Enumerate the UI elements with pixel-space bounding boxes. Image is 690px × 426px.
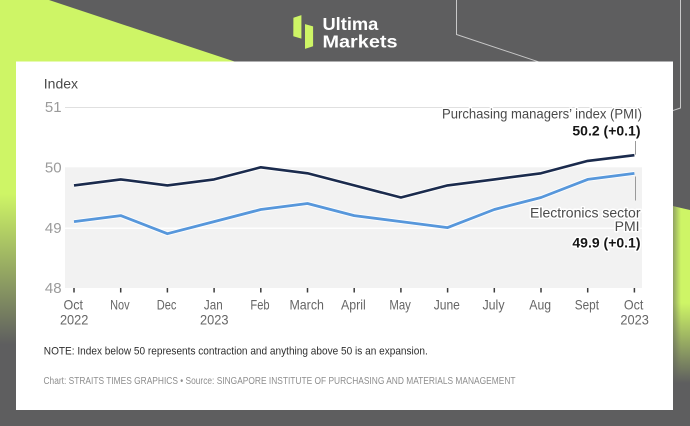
svg-text:2023: 2023 <box>620 312 649 328</box>
svg-text:Sept: Sept <box>575 297 599 313</box>
svg-text:48: 48 <box>45 280 62 297</box>
svg-text:49: 49 <box>45 220 62 237</box>
svg-text:Markets: Markets <box>323 32 398 52</box>
svg-text:2022: 2022 <box>60 312 89 328</box>
svg-text:PMI: PMI <box>615 218 640 234</box>
svg-text:Aug: Aug <box>529 297 551 313</box>
svg-text:Dec: Dec <box>157 297 177 313</box>
svg-text:April: April <box>341 297 366 313</box>
svg-text:50: 50 <box>45 160 62 177</box>
svg-text:Chart: STRAITS TIMES GRAPHICS: Chart: STRAITS TIMES GRAPHICS • Source: … <box>44 376 516 387</box>
svg-text:Nov: Nov <box>110 297 130 313</box>
svg-text:March: March <box>289 297 324 313</box>
svg-text:Electronics sector: Electronics sector <box>530 204 641 220</box>
svg-text:50.2 (+0.1): 50.2 (+0.1) <box>572 122 640 138</box>
svg-text:Purchasing managers’ index (PM: Purchasing managers’ index (PMI) <box>442 106 642 122</box>
svg-text:Index: Index <box>44 75 78 91</box>
svg-text:June: June <box>434 297 460 313</box>
svg-text:51: 51 <box>45 99 62 116</box>
svg-text:NOTE: Index below 50 represent: NOTE: Index below 50 represents contract… <box>44 346 428 358</box>
svg-text:49.9 (+0.1): 49.9 (+0.1) <box>572 235 640 251</box>
svg-text:Ultima: Ultima <box>323 14 379 34</box>
svg-text:Oct: Oct <box>624 297 644 313</box>
svg-text:May: May <box>389 297 411 313</box>
svg-text:Feb: Feb <box>250 297 269 313</box>
svg-text:Jan: Jan <box>204 297 223 313</box>
svg-text:Oct: Oct <box>63 297 83 313</box>
svg-text:2023: 2023 <box>200 312 229 328</box>
svg-text:July: July <box>482 297 504 313</box>
